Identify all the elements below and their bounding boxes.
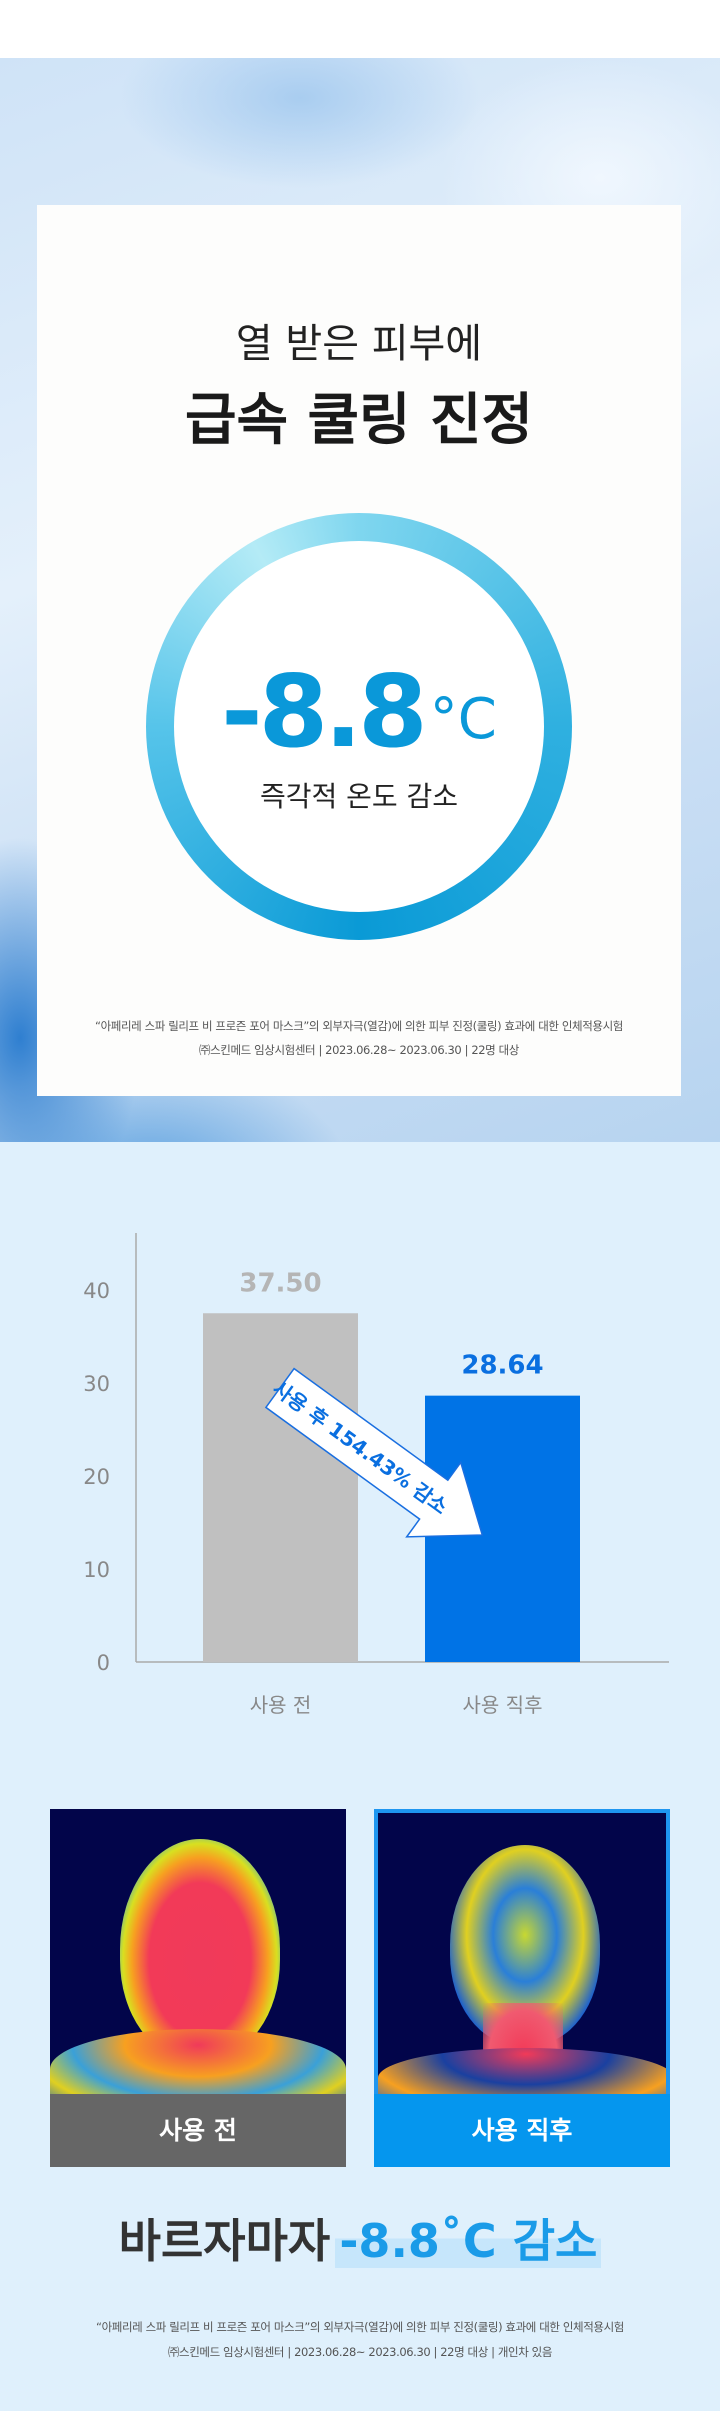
face-heat [120, 1839, 280, 2059]
hero-title-line1: 열 받은 피부에 [235, 321, 483, 367]
hero-footnote-2: ㈜스킨메드 임상시험센터 | 2023.06.28~ 2023.06.30 | … [199, 1043, 519, 1057]
y-tick-label: 0 [97, 1651, 110, 1675]
ring-inner [174, 541, 544, 912]
category-label: 사용 직후 [463, 1693, 543, 1717]
bar-value-label: 28.64 [461, 1351, 543, 1381]
temperature-caption: 즉각적 온도 감소 [259, 780, 459, 813]
hero-card: 열 받은 피부에 급속 쿨링 진정 -8.8 °C 즉각적 온도 감소 “아페리레… [37, 205, 681, 1096]
bar-value-label: 37.50 [239, 1268, 321, 1298]
y-tick-label: 10 [83, 1558, 110, 1582]
summary-footnote-1: “아페리레 스파 릴리프 비 프로즌 포어 마스크”의 외부자극(열감)에 의한… [96, 2320, 624, 2334]
temperature-ring: -8.8 °C 즉각적 온도 감소 [146, 513, 572, 940]
y-tick-label: 20 [83, 1465, 110, 1489]
results-section [0, 1142, 720, 2411]
summary-headline: 바르자마자 -8.8˚C 감소 [0, 2205, 720, 2271]
shoulders-heat [50, 2029, 346, 2094]
shoulders-heat [378, 2048, 666, 2094]
arrow-shape [264, 1367, 484, 1538]
ring-gradient [146, 513, 572, 940]
summary-lead: 바르자마자 [118, 2214, 331, 2268]
y-tick-label: 40 [83, 1279, 110, 1303]
temperature-value: -8.8 °C [146, 653, 572, 770]
thermal-image-after [374, 1809, 670, 2094]
hero-title-line2: 급속 쿨링 진정 [184, 388, 534, 453]
hero-footnote-1: “아페리레 스파 릴리프 비 프로즌 포어 마스크”의 외부자극(열감)에 의한… [95, 1019, 623, 1033]
summary-highlight: -8.8˚C 감소 [335, 2214, 602, 2268]
y-tick-label: 30 [83, 1372, 110, 1396]
category-label: 사용 전 [250, 1693, 312, 1717]
label-after: 사용 직후 [374, 2094, 670, 2167]
bar-1 [203, 1313, 358, 1662]
label-before: 사용 전 [50, 2094, 346, 2167]
value-number: -8.8 [221, 653, 428, 770]
thermal-image-before [50, 1809, 346, 2094]
summary-footnote-2: ㈜스킨메드 임상시험센터 | 2023.06.28~ 2023.06.30 | … [167, 2345, 553, 2359]
value-unit: °C [429, 687, 497, 752]
